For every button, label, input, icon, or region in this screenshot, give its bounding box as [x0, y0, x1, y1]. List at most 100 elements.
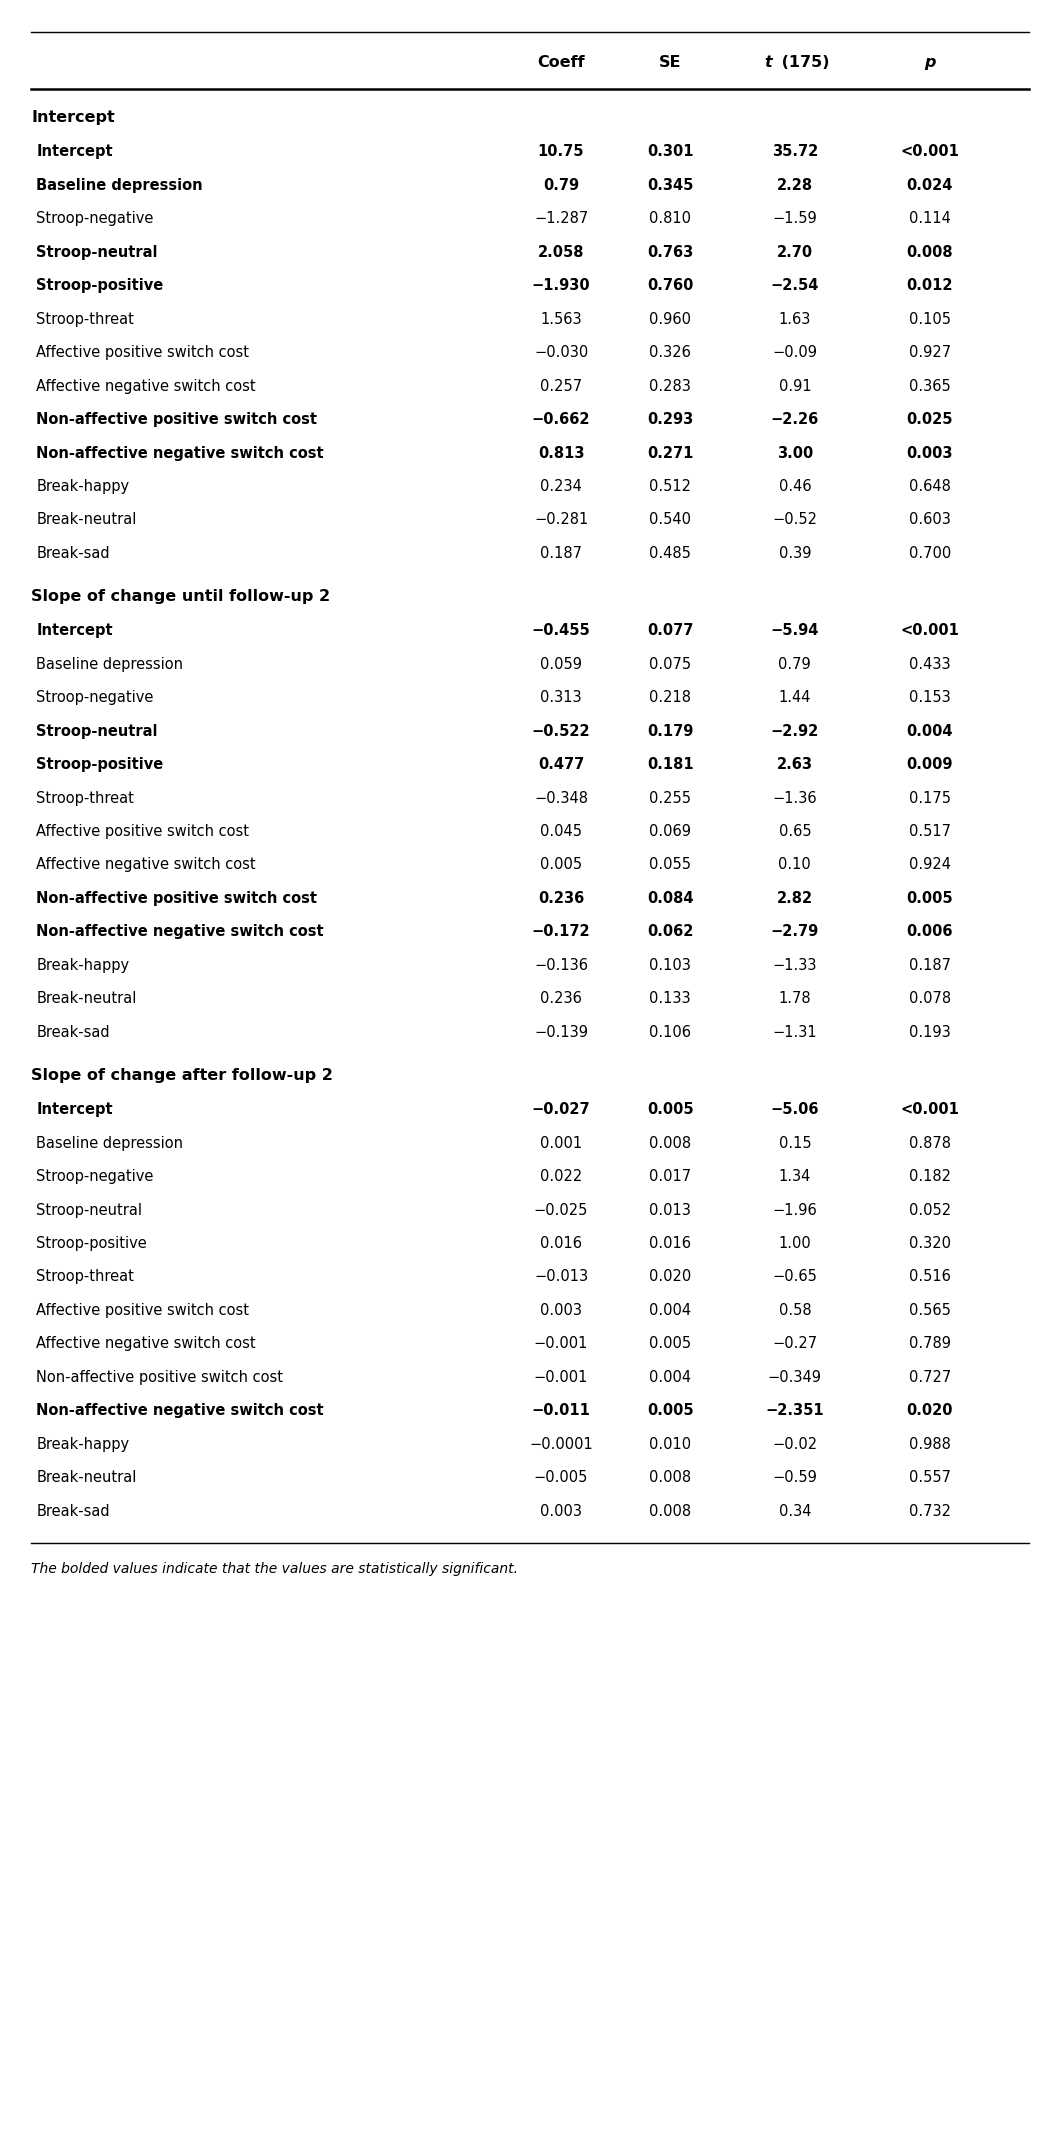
Text: 0.512: 0.512 — [649, 479, 691, 494]
Text: −1.59: −1.59 — [772, 212, 818, 227]
Text: 2.058: 2.058 — [538, 246, 584, 261]
Text: 0.012: 0.012 — [907, 278, 953, 293]
Text: Intercept: Intercept — [31, 109, 115, 126]
Text: 0.005: 0.005 — [649, 1336, 691, 1351]
Text: −0.030: −0.030 — [534, 344, 588, 361]
Text: 0.760: 0.760 — [647, 278, 693, 293]
Text: 0.020: 0.020 — [649, 1269, 691, 1284]
Text: 0.271: 0.271 — [647, 444, 693, 462]
Text: SE: SE — [659, 56, 682, 71]
Text: Baseline depression: Baseline depression — [36, 1135, 183, 1150]
Text: 1.44: 1.44 — [778, 690, 811, 705]
Text: 0.320: 0.320 — [909, 1235, 951, 1250]
Text: Stroop-threat: Stroop-threat — [36, 312, 134, 327]
Text: Slope of change after follow-up 2: Slope of change after follow-up 2 — [31, 1068, 334, 1083]
Text: −1.33: −1.33 — [773, 957, 817, 972]
Text: 0.10: 0.10 — [778, 857, 811, 872]
Text: −0.27: −0.27 — [772, 1336, 818, 1351]
Text: 0.062: 0.062 — [647, 925, 693, 940]
Text: Affective negative switch cost: Affective negative switch cost — [36, 378, 256, 393]
Text: −1.96: −1.96 — [772, 1203, 818, 1218]
Text: 0.293: 0.293 — [647, 412, 693, 427]
Text: 0.516: 0.516 — [909, 1269, 951, 1284]
Text: 0.005: 0.005 — [540, 857, 582, 872]
Text: Baseline depression: Baseline depression — [36, 656, 183, 671]
Text: 0.540: 0.540 — [649, 513, 691, 528]
Text: 0.727: 0.727 — [909, 1370, 951, 1385]
Text: 0.052: 0.052 — [909, 1203, 951, 1218]
Text: 35.72: 35.72 — [772, 145, 818, 160]
Text: 0.024: 0.024 — [907, 177, 953, 192]
Text: 0.15: 0.15 — [778, 1135, 811, 1150]
Text: 0.960: 0.960 — [649, 312, 691, 327]
Text: Stroop-neutral: Stroop-neutral — [36, 1203, 142, 1218]
Text: −0.001: −0.001 — [534, 1336, 588, 1351]
Text: 3.00: 3.00 — [777, 444, 812, 462]
Text: Non-affective positive switch cost: Non-affective positive switch cost — [36, 412, 317, 427]
Text: 0.517: 0.517 — [909, 825, 951, 840]
Text: 0.114: 0.114 — [909, 212, 951, 227]
Text: 0.025: 0.025 — [907, 412, 953, 427]
Text: 0.79: 0.79 — [543, 177, 579, 192]
Text: Affective positive switch cost: Affective positive switch cost — [36, 1304, 249, 1319]
Text: 0.084: 0.084 — [647, 891, 693, 906]
Text: 2.63: 2.63 — [777, 756, 812, 771]
Text: <0.001: <0.001 — [901, 145, 959, 160]
Text: −0.013: −0.013 — [534, 1269, 588, 1284]
Text: 0.003: 0.003 — [540, 1504, 582, 1519]
Text: 1.34: 1.34 — [778, 1169, 811, 1184]
Text: Non-affective negative switch cost: Non-affective negative switch cost — [36, 925, 324, 940]
Text: 0.257: 0.257 — [540, 378, 582, 393]
Text: Slope of change until follow-up 2: Slope of change until follow-up 2 — [31, 590, 330, 605]
Text: −0.662: −0.662 — [532, 412, 590, 427]
Text: −1.930: −1.930 — [532, 278, 590, 293]
Text: 0.055: 0.055 — [649, 857, 691, 872]
Text: 0.236: 0.236 — [540, 992, 582, 1007]
Text: Stroop-positive: Stroop-positive — [36, 756, 163, 771]
Text: 0.763: 0.763 — [647, 246, 693, 261]
Text: 0.153: 0.153 — [909, 690, 951, 705]
Text: 0.648: 0.648 — [909, 479, 951, 494]
Text: 0.004: 0.004 — [649, 1304, 691, 1319]
Text: 0.020: 0.020 — [907, 1404, 953, 1419]
Text: Break-sad: Break-sad — [36, 545, 110, 560]
Text: −0.005: −0.005 — [534, 1470, 588, 1485]
Text: 0.017: 0.017 — [649, 1169, 691, 1184]
Text: Stroop-negative: Stroop-negative — [36, 690, 154, 705]
Text: Stroop-negative: Stroop-negative — [36, 212, 154, 227]
Text: Non-affective negative switch cost: Non-affective negative switch cost — [36, 1404, 324, 1419]
Text: −0.455: −0.455 — [532, 624, 590, 639]
Text: −2.54: −2.54 — [771, 278, 819, 293]
Text: 0.078: 0.078 — [909, 992, 951, 1007]
Text: 0.187: 0.187 — [540, 545, 582, 560]
Text: 2.70: 2.70 — [777, 246, 812, 261]
Text: 0.988: 0.988 — [909, 1436, 951, 1451]
Text: 0.313: 0.313 — [540, 690, 582, 705]
Text: −0.348: −0.348 — [534, 791, 588, 806]
Text: −0.011: −0.011 — [532, 1404, 590, 1419]
Text: 0.022: 0.022 — [540, 1169, 582, 1184]
Text: Stroop-threat: Stroop-threat — [36, 1269, 134, 1284]
Text: 0.133: 0.133 — [649, 992, 691, 1007]
Text: −0.172: −0.172 — [532, 925, 590, 940]
Text: 0.283: 0.283 — [649, 378, 691, 393]
Text: −2.351: −2.351 — [766, 1404, 824, 1419]
Text: Stroop-neutral: Stroop-neutral — [36, 246, 158, 261]
Text: −5.06: −5.06 — [771, 1103, 819, 1118]
Text: <0.001: <0.001 — [901, 624, 959, 639]
Text: 0.91: 0.91 — [778, 378, 811, 393]
Text: Break-neutral: Break-neutral — [36, 513, 137, 528]
Text: 0.732: 0.732 — [909, 1504, 951, 1519]
Text: 0.603: 0.603 — [909, 513, 951, 528]
Text: 0.326: 0.326 — [649, 344, 691, 361]
Text: Affective negative switch cost: Affective negative switch cost — [36, 857, 256, 872]
Text: 0.005: 0.005 — [907, 891, 953, 906]
Text: −0.281: −0.281 — [534, 513, 588, 528]
Text: 0.105: 0.105 — [909, 312, 951, 327]
Text: Break-sad: Break-sad — [36, 1026, 110, 1041]
Text: 0.46: 0.46 — [778, 479, 811, 494]
Text: 0.069: 0.069 — [649, 825, 691, 840]
Text: Break-happy: Break-happy — [36, 1436, 130, 1451]
Text: −0.001: −0.001 — [534, 1370, 588, 1385]
Text: 1.00: 1.00 — [778, 1235, 811, 1250]
